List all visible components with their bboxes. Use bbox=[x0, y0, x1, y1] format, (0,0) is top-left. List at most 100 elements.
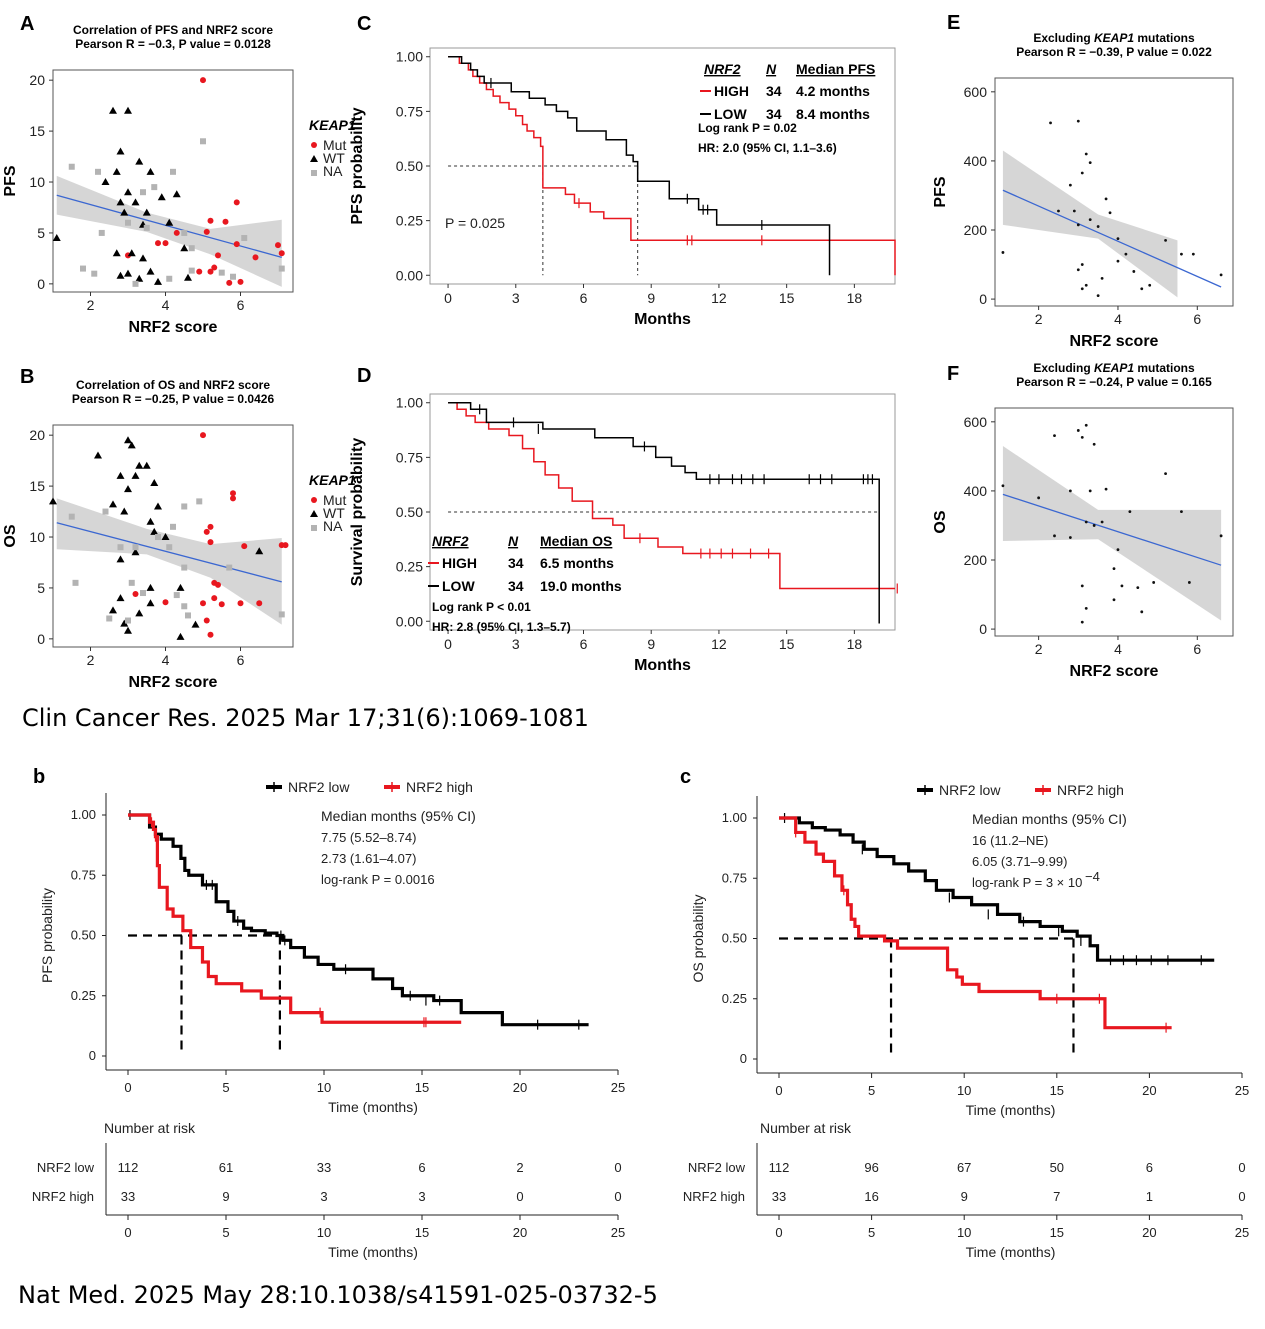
legend-n: 34 bbox=[508, 555, 524, 571]
risk-value: 0 bbox=[1238, 1189, 1245, 1204]
data-point-mut bbox=[200, 77, 206, 84]
risk-value: 50 bbox=[1050, 1160, 1064, 1175]
data-point-wt bbox=[120, 507, 129, 515]
x-tick-label: 6 bbox=[1193, 641, 1201, 657]
data-point-mut bbox=[256, 600, 263, 607]
data-point bbox=[1100, 520, 1104, 524]
data-point-wt bbox=[176, 632, 185, 640]
data-point bbox=[1116, 237, 1120, 241]
data-point-wt bbox=[112, 249, 121, 257]
data-point-na bbox=[196, 498, 203, 505]
x-tick-label: 2 bbox=[1035, 641, 1043, 657]
scatter-subtitle: Pearson R = −0.25, P value = 0.0426 bbox=[72, 392, 275, 406]
data-point-wt bbox=[135, 157, 144, 165]
legend-label-na: NA bbox=[323, 518, 343, 534]
km-curve-nrf2-high bbox=[779, 816, 1172, 1030]
data-point bbox=[1108, 211, 1112, 215]
logrank-text: Log rank P < 0.01 bbox=[432, 600, 531, 614]
data-point bbox=[1088, 218, 1092, 222]
data-point-mut bbox=[252, 254, 259, 261]
x-tick-label: 5 bbox=[868, 1083, 875, 1098]
median-high: 6.05 (3.71–9.99) bbox=[972, 854, 1067, 869]
confidence-band bbox=[56, 498, 282, 625]
legend-wt-symbol bbox=[310, 510, 318, 517]
risk-row-label: NRF2 high bbox=[683, 1189, 745, 1204]
y-tick-label: 600 bbox=[964, 414, 988, 430]
legend-label-low: NRF2 low bbox=[939, 782, 1001, 798]
data-point-mut bbox=[218, 601, 225, 608]
data-point bbox=[1128, 510, 1132, 514]
y-axis-label: PFS bbox=[932, 176, 949, 207]
data-point-mut bbox=[233, 241, 240, 248]
data-point bbox=[1076, 268, 1080, 272]
legend-header-group: NRF2 bbox=[704, 61, 741, 77]
data-point-na bbox=[132, 544, 139, 551]
x-tick-label: 4 bbox=[162, 652, 170, 668]
data-point-wt bbox=[157, 193, 166, 201]
plot-border bbox=[429, 47, 896, 285]
risk-value: 112 bbox=[118, 1160, 139, 1175]
data-point-wt bbox=[146, 167, 155, 175]
y-tick-label: 0 bbox=[979, 621, 987, 637]
data-point bbox=[1088, 161, 1092, 165]
data-point-na bbox=[95, 168, 101, 175]
logrank-text: log-rank P = 0.0016 bbox=[321, 872, 435, 887]
x-tick-label: 0 bbox=[775, 1083, 782, 1098]
y-tick-label: 1.00 bbox=[722, 810, 747, 825]
data-point-wt bbox=[191, 620, 200, 628]
data-point-na bbox=[170, 523, 176, 530]
median-high: 2.73 (1.61–4.07) bbox=[321, 851, 416, 866]
risk-x-tick-label: 15 bbox=[1050, 1225, 1064, 1240]
risk-value: 6 bbox=[418, 1160, 425, 1175]
data-point bbox=[1080, 435, 1084, 439]
y-tick-label: 0.50 bbox=[71, 928, 96, 943]
data-point-mut bbox=[162, 240, 169, 247]
data-point-wt bbox=[255, 547, 264, 555]
data-point-wt bbox=[135, 609, 144, 617]
data-point bbox=[1084, 423, 1088, 427]
data-point-na bbox=[218, 269, 225, 276]
data-point-wt bbox=[124, 269, 132, 277]
data-point bbox=[1096, 294, 1100, 298]
risk-value: 0 bbox=[614, 1189, 621, 1204]
data-point-na bbox=[230, 273, 236, 280]
x-tick-label: 10 bbox=[317, 1080, 331, 1095]
x-tick-label: 0 bbox=[444, 290, 452, 306]
legend-label-high: NRF2 high bbox=[1057, 782, 1124, 798]
data-point-wt bbox=[131, 198, 140, 206]
scatter-title: Excluding KEAP1 mutations bbox=[1033, 361, 1195, 375]
data-point-mut bbox=[222, 218, 229, 225]
data-point-wt bbox=[135, 461, 144, 469]
data-point-wt bbox=[180, 244, 189, 252]
data-point bbox=[1180, 252, 1183, 256]
data-point-wt bbox=[146, 517, 155, 525]
citation-bottom: Nat Med. 2025 May 28:10.1038/s41591-025-… bbox=[18, 1281, 658, 1309]
scatter-title: Correlation of OS and NRF2 score bbox=[76, 378, 270, 392]
y-tick-label: 20 bbox=[29, 72, 45, 88]
data-point bbox=[1080, 171, 1084, 175]
data-point-na bbox=[170, 168, 176, 175]
data-point-mut bbox=[226, 279, 233, 286]
data-point bbox=[1140, 287, 1144, 291]
y-tick-label: 400 bbox=[964, 153, 988, 169]
scatter-subtitle: Pearson R = −0.3, P value = 0.0128 bbox=[75, 37, 271, 51]
data-point-na bbox=[181, 503, 188, 510]
y-tick-label: 0.25 bbox=[396, 213, 423, 229]
data-point-na bbox=[188, 267, 195, 274]
x-tick-label: 6 bbox=[580, 636, 588, 652]
data-point bbox=[1112, 598, 1116, 602]
legend-label-high: HIGH bbox=[442, 555, 477, 571]
data-point bbox=[1076, 223, 1080, 227]
x-tick-label: 18 bbox=[847, 636, 863, 652]
legend-label-low: NRF2 low bbox=[288, 779, 350, 795]
risk-value: 67 bbox=[957, 1160, 971, 1175]
risk-table-title: Number at risk bbox=[104, 1120, 196, 1136]
y-tick-label: 0.75 bbox=[396, 449, 423, 465]
legend-na-symbol bbox=[311, 170, 317, 176]
median-title: Median months (95% CI) bbox=[321, 808, 476, 824]
legend-wt-symbol bbox=[310, 155, 318, 162]
risk-value: 7 bbox=[1053, 1189, 1060, 1204]
legend-header-median: Median PFS bbox=[796, 61, 875, 77]
data-point bbox=[1164, 472, 1167, 476]
legend-header-median: Median OS bbox=[540, 533, 612, 549]
